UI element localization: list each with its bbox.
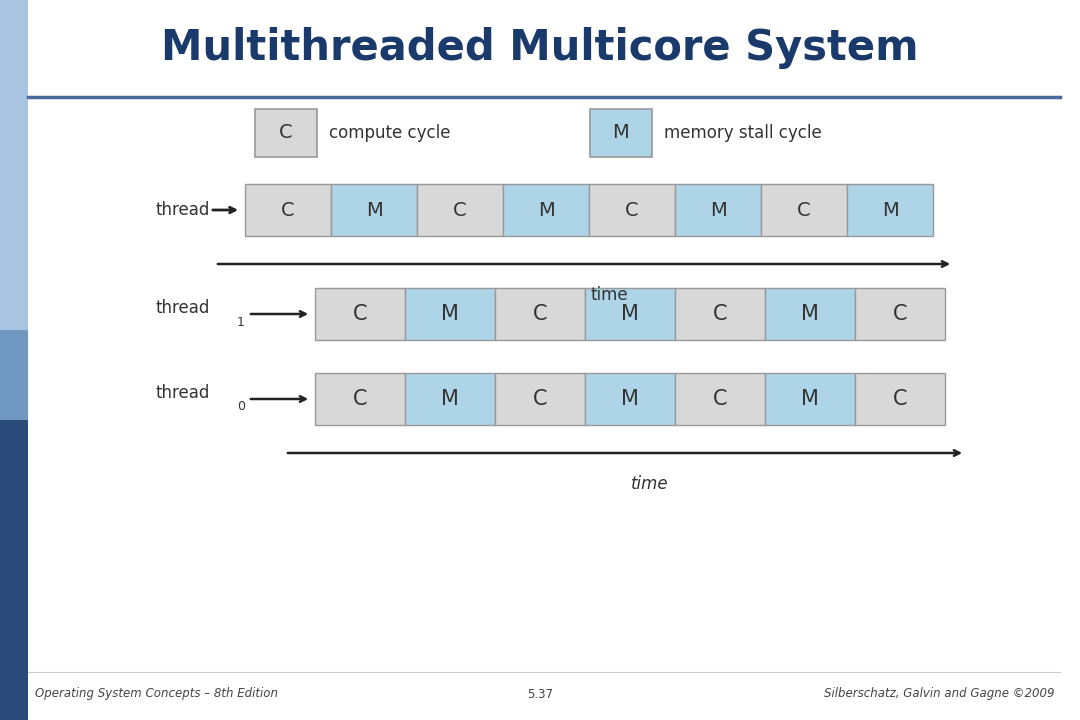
Text: M: M: [621, 389, 639, 409]
Bar: [590, 109, 652, 157]
Text: C: C: [893, 389, 907, 409]
Bar: [855, 288, 945, 340]
Text: thread: thread: [156, 384, 210, 402]
Text: 5.37: 5.37: [527, 688, 553, 701]
Text: M: M: [801, 304, 819, 324]
Bar: [330, 184, 417, 236]
Bar: [765, 373, 855, 425]
Text: C: C: [797, 200, 811, 220]
Text: memory stall cycle: memory stall cycle: [664, 124, 822, 142]
Bar: [495, 373, 585, 425]
Text: M: M: [538, 200, 554, 220]
Bar: [0, 0, 28, 330]
Text: M: M: [710, 200, 727, 220]
Text: M: M: [801, 389, 819, 409]
Bar: [675, 184, 761, 236]
Text: M: M: [621, 304, 639, 324]
Text: C: C: [893, 304, 907, 324]
Text: C: C: [713, 304, 727, 324]
Bar: [847, 184, 933, 236]
Text: 1: 1: [237, 315, 245, 328]
Text: M: M: [612, 124, 630, 143]
Bar: [765, 288, 855, 340]
Text: Multithreaded Multicore System: Multithreaded Multicore System: [161, 27, 919, 69]
Text: C: C: [280, 124, 293, 143]
Text: M: M: [441, 389, 459, 409]
Text: compute cycle: compute cycle: [329, 124, 450, 142]
Bar: [855, 373, 945, 425]
Bar: [315, 373, 405, 425]
Text: M: M: [366, 200, 382, 220]
Bar: [255, 109, 318, 157]
Bar: [675, 373, 765, 425]
Text: C: C: [353, 389, 367, 409]
Text: C: C: [281, 200, 295, 220]
Text: time: time: [590, 286, 627, 304]
Text: thread: thread: [156, 201, 210, 219]
Text: C: C: [625, 200, 638, 220]
Bar: [405, 373, 495, 425]
Text: C: C: [454, 200, 467, 220]
Text: M: M: [881, 200, 899, 220]
Bar: [245, 184, 330, 236]
Bar: [503, 184, 589, 236]
Bar: [315, 288, 405, 340]
Bar: [405, 288, 495, 340]
Text: Silberschatz, Galvin and Gagne ©2009: Silberschatz, Galvin and Gagne ©2009: [824, 688, 1055, 701]
Text: thread: thread: [156, 299, 210, 317]
Bar: [0, 420, 28, 720]
Bar: [585, 373, 675, 425]
Bar: [495, 288, 585, 340]
Text: M: M: [441, 304, 459, 324]
Bar: [585, 288, 675, 340]
Bar: [761, 184, 847, 236]
Bar: [417, 184, 503, 236]
Text: 0: 0: [237, 400, 245, 413]
Text: C: C: [532, 304, 548, 324]
Bar: [0, 330, 28, 420]
Text: C: C: [353, 304, 367, 324]
Bar: [589, 184, 675, 236]
Bar: [675, 288, 765, 340]
Text: Operating System Concepts – 8th Edition: Operating System Concepts – 8th Edition: [35, 688, 278, 701]
Text: C: C: [713, 389, 727, 409]
Text: time: time: [631, 475, 669, 493]
Text: C: C: [532, 389, 548, 409]
